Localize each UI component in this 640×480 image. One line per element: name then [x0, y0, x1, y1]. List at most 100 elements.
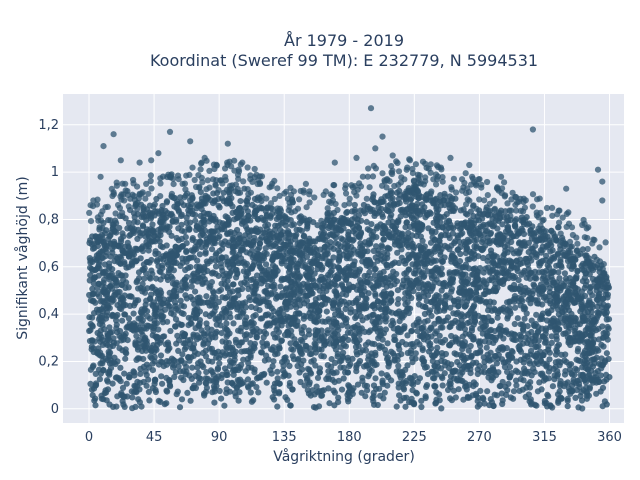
data-point [373, 386, 379, 392]
data-point [553, 237, 559, 243]
data-point [521, 356, 527, 362]
data-point [399, 209, 405, 215]
data-point [565, 379, 571, 385]
data-point [499, 270, 505, 276]
data-point [539, 301, 545, 307]
data-point [428, 325, 434, 331]
data-point [333, 346, 339, 352]
data-point [364, 206, 370, 212]
data-point [203, 311, 209, 317]
data-point [480, 396, 486, 402]
data-point [419, 325, 425, 331]
data-point [115, 270, 121, 276]
data-point [391, 325, 397, 331]
data-point [282, 256, 288, 262]
data-point [227, 270, 233, 276]
data-point [271, 384, 277, 390]
data-point [435, 316, 441, 322]
data-point [527, 228, 533, 234]
data-point [385, 203, 391, 209]
data-point [546, 369, 552, 375]
data-point [473, 391, 479, 397]
data-point [146, 397, 152, 403]
data-point [103, 253, 109, 259]
data-point [585, 329, 591, 335]
data-point [258, 316, 264, 322]
data-point [382, 390, 388, 396]
data-point [486, 289, 492, 295]
data-point [149, 221, 155, 227]
data-point [596, 309, 602, 315]
data-point [146, 210, 152, 216]
data-point [307, 379, 313, 385]
data-point [455, 303, 461, 309]
data-point [450, 310, 456, 316]
data-point [254, 331, 260, 337]
data-point [289, 222, 295, 228]
data-point [225, 379, 231, 385]
data-point [253, 286, 259, 292]
data-point [122, 312, 128, 318]
data-point [494, 285, 500, 291]
data-point [371, 248, 377, 254]
data-point [93, 371, 99, 377]
data-point [233, 337, 239, 343]
data-point [157, 296, 163, 302]
data-point [158, 312, 164, 318]
data-point [356, 302, 362, 308]
data-point [505, 381, 511, 387]
data-point [579, 405, 585, 411]
data-point [193, 385, 199, 391]
data-point [215, 366, 221, 372]
data-point [188, 201, 194, 207]
data-point [439, 353, 445, 359]
data-point [345, 337, 351, 343]
data-point [236, 212, 242, 218]
data-point [506, 374, 512, 380]
data-point [306, 327, 312, 333]
data-point [392, 259, 398, 265]
data-point [480, 255, 486, 261]
data-point [248, 389, 254, 395]
data-point [513, 382, 519, 388]
data-point [237, 198, 243, 204]
data-point [527, 361, 533, 367]
data-point [454, 376, 460, 382]
data-point [349, 208, 355, 214]
data-point [126, 374, 132, 380]
data-point [351, 324, 357, 330]
data-point [103, 390, 109, 396]
data-point [158, 209, 164, 215]
data-point [92, 274, 98, 280]
data-point [557, 388, 563, 394]
data-point [486, 339, 492, 345]
data-point [439, 287, 445, 293]
data-point [223, 351, 229, 357]
data-point [164, 319, 170, 325]
data-point [137, 399, 143, 405]
data-point [526, 391, 532, 397]
data-point [165, 302, 171, 308]
data-point [494, 226, 500, 232]
data-point [282, 276, 288, 282]
data-point [321, 283, 327, 289]
data-point [388, 283, 394, 289]
data-point [230, 281, 236, 287]
data-point [171, 293, 177, 299]
data-point [484, 345, 490, 351]
data-point [440, 382, 446, 388]
data-point [379, 242, 385, 248]
data-point [421, 361, 427, 367]
data-point [565, 403, 571, 409]
data-point [307, 310, 313, 316]
data-point [551, 295, 557, 301]
data-point [176, 359, 182, 365]
data-point [213, 263, 219, 269]
data-point [477, 265, 483, 271]
data-point [191, 271, 197, 277]
data-point [209, 229, 215, 235]
data-point [595, 294, 601, 300]
data-point [255, 216, 261, 222]
data-point [274, 369, 280, 375]
data-point [104, 331, 110, 337]
